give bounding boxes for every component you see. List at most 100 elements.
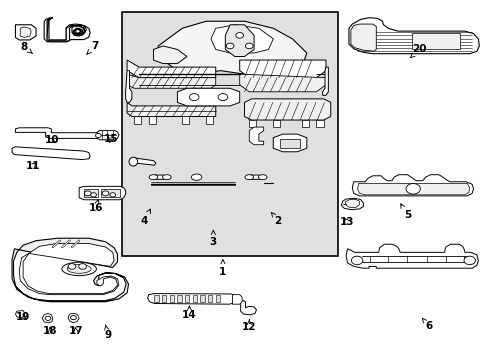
Polygon shape	[16, 128, 103, 138]
Bar	[154, 295, 159, 302]
Polygon shape	[152, 175, 167, 179]
Polygon shape	[316, 120, 323, 127]
Bar	[192, 295, 197, 302]
Polygon shape	[127, 60, 215, 78]
Circle shape	[245, 43, 253, 49]
Text: 1: 1	[219, 260, 226, 277]
Polygon shape	[12, 147, 90, 159]
Circle shape	[110, 193, 115, 197]
Circle shape	[463, 256, 474, 265]
Ellipse shape	[149, 175, 158, 180]
Bar	[101, 189, 120, 197]
Circle shape	[84, 191, 91, 196]
Polygon shape	[47, 18, 85, 42]
Polygon shape	[240, 301, 256, 315]
Text: 5: 5	[400, 204, 410, 220]
Polygon shape	[148, 117, 156, 123]
Bar	[169, 295, 174, 302]
Text: 4: 4	[140, 209, 150, 226]
Polygon shape	[20, 27, 31, 37]
Polygon shape	[125, 71, 132, 102]
Text: 3: 3	[209, 230, 217, 247]
Polygon shape	[273, 120, 280, 127]
Polygon shape	[16, 25, 36, 40]
Polygon shape	[302, 120, 308, 127]
Text: 14: 14	[182, 306, 196, 320]
Polygon shape	[147, 294, 237, 304]
Polygon shape	[348, 18, 478, 54]
Circle shape	[226, 43, 233, 49]
Polygon shape	[244, 99, 330, 120]
Text: 19: 19	[16, 312, 30, 322]
Polygon shape	[97, 131, 119, 140]
Text: 7: 7	[86, 41, 99, 55]
Ellipse shape	[67, 265, 91, 273]
Text: 20: 20	[410, 45, 426, 58]
Polygon shape	[225, 25, 254, 57]
Bar	[162, 295, 166, 302]
Text: 8: 8	[20, 42, 33, 54]
Circle shape	[68, 264, 76, 269]
Text: 13: 13	[340, 217, 354, 227]
Polygon shape	[341, 198, 363, 210]
Polygon shape	[44, 18, 90, 42]
Text: 9: 9	[104, 325, 111, 340]
Ellipse shape	[244, 175, 253, 180]
Bar	[84, 189, 98, 197]
Polygon shape	[249, 120, 256, 127]
Text: 12: 12	[242, 320, 256, 333]
Text: 17: 17	[68, 326, 83, 336]
Bar	[200, 295, 204, 302]
Polygon shape	[249, 127, 263, 145]
Circle shape	[45, 316, 51, 320]
Polygon shape	[19, 243, 119, 294]
Polygon shape	[206, 117, 213, 123]
Polygon shape	[42, 313, 53, 323]
Ellipse shape	[62, 262, 96, 276]
Bar	[280, 139, 299, 148]
Polygon shape	[127, 74, 215, 88]
Polygon shape	[158, 21, 306, 74]
Polygon shape	[239, 74, 325, 92]
Polygon shape	[177, 88, 239, 106]
Ellipse shape	[258, 175, 266, 180]
Bar	[215, 295, 220, 302]
Ellipse shape	[129, 157, 137, 166]
Text: 18: 18	[43, 326, 58, 336]
Ellipse shape	[162, 175, 171, 180]
Bar	[122, 13, 337, 256]
Circle shape	[189, 94, 199, 101]
Polygon shape	[16, 311, 25, 318]
Circle shape	[79, 264, 86, 269]
Circle shape	[95, 134, 101, 138]
Polygon shape	[79, 186, 125, 200]
Bar	[177, 295, 182, 302]
Circle shape	[102, 191, 109, 196]
Bar	[184, 295, 189, 302]
Polygon shape	[345, 199, 359, 207]
Text: 2: 2	[271, 212, 281, 226]
Polygon shape	[350, 24, 376, 51]
Polygon shape	[239, 60, 325, 78]
Text: 10: 10	[44, 135, 59, 145]
Polygon shape	[322, 67, 328, 95]
Polygon shape	[153, 46, 186, 64]
Polygon shape	[351, 175, 472, 196]
Circle shape	[218, 94, 227, 101]
Polygon shape	[357, 184, 469, 195]
Text: 11: 11	[25, 161, 40, 171]
Text: 6: 6	[422, 318, 432, 332]
Circle shape	[235, 32, 243, 38]
Bar	[208, 295, 212, 302]
Polygon shape	[134, 117, 141, 123]
Polygon shape	[210, 25, 273, 53]
Polygon shape	[68, 313, 79, 323]
Polygon shape	[232, 294, 242, 304]
Polygon shape	[12, 238, 128, 302]
Polygon shape	[248, 175, 263, 179]
Circle shape	[90, 193, 96, 197]
Ellipse shape	[191, 174, 202, 180]
Polygon shape	[134, 158, 156, 165]
Polygon shape	[273, 134, 306, 152]
Text: 15: 15	[104, 134, 118, 144]
